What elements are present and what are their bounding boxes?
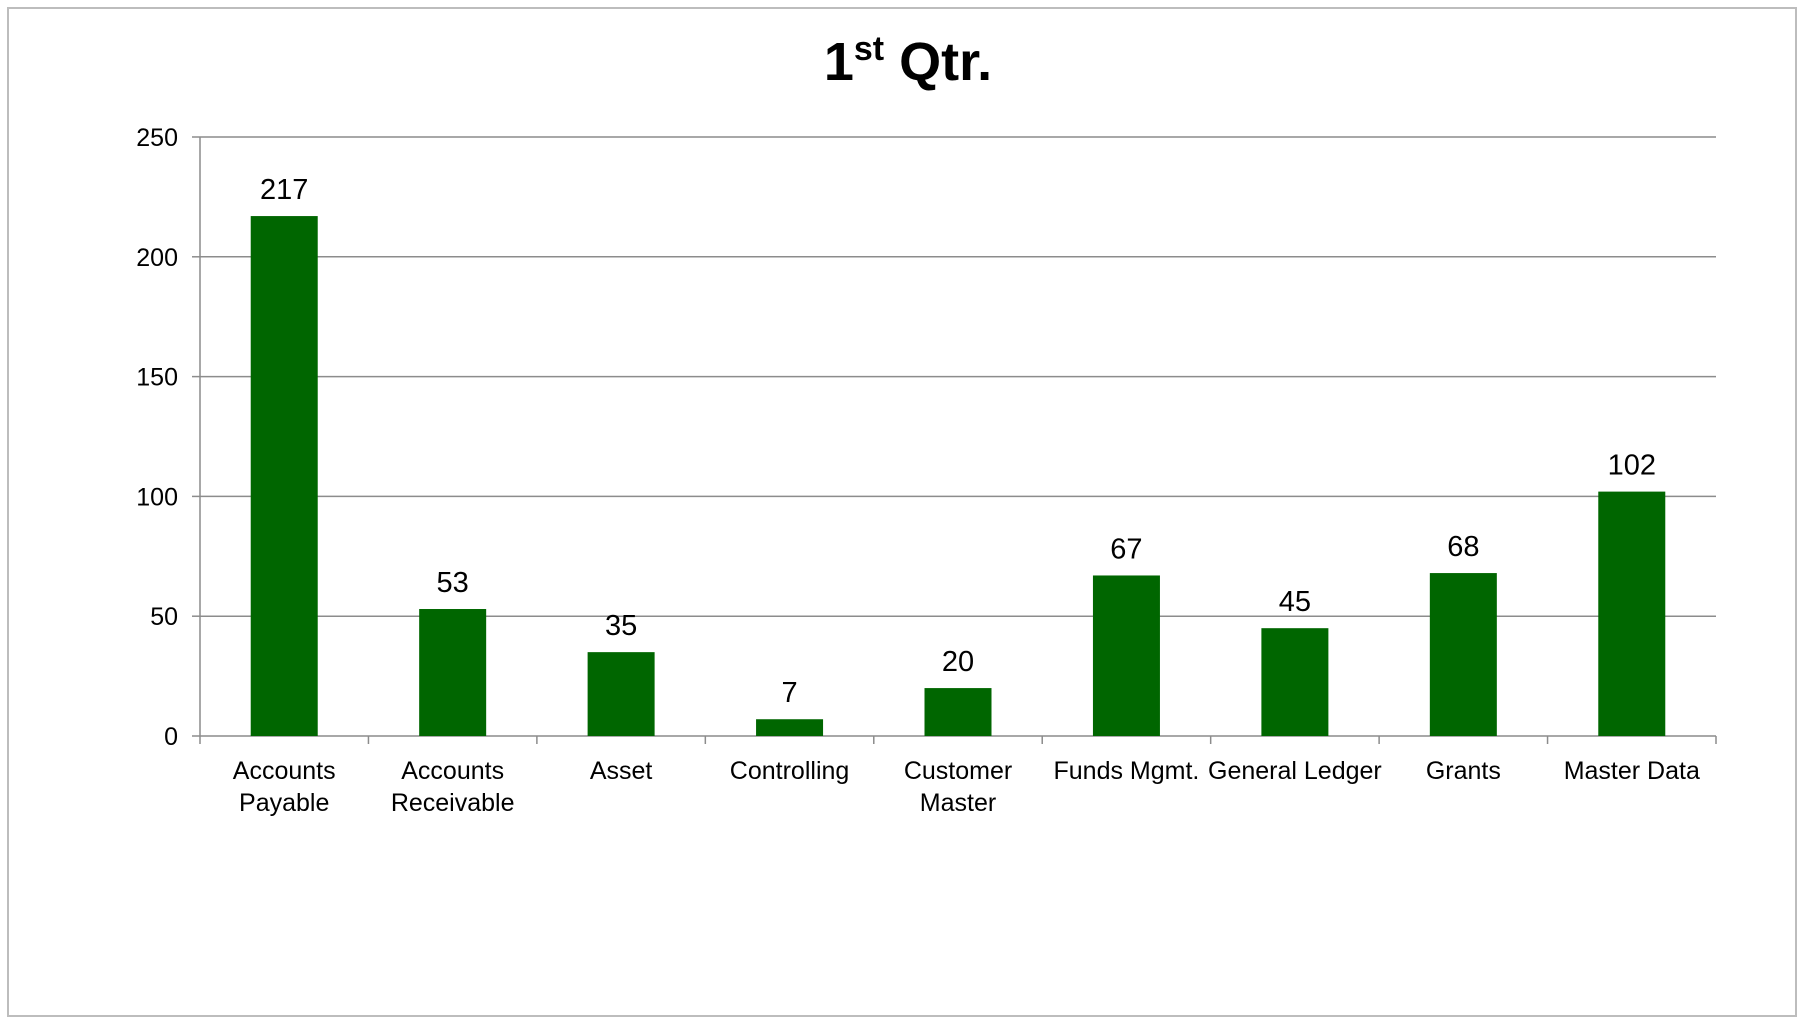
data-label: 67 (1110, 533, 1142, 565)
data-label: 68 (1447, 531, 1479, 563)
x-category-label-line: Master Data (1564, 757, 1700, 785)
bar (1092, 575, 1160, 736)
x-category-label-line: Accounts (401, 757, 504, 785)
gridlines (200, 136, 1716, 617)
x-category-label-line: Accounts (233, 757, 336, 785)
y-tick-label: 50 (150, 603, 178, 631)
x-category-label: Funds Mgmt. (1054, 757, 1200, 785)
x-category-label-line: Customer (904, 757, 1012, 785)
data-label: 102 (1608, 450, 1656, 482)
x-category-label: Accounts Payable (233, 757, 336, 817)
data-label: 53 (437, 567, 469, 599)
y-tick-label: 100 (136, 483, 178, 511)
x-category-label-line: Controlling (730, 757, 850, 785)
x-category-label: Accounts Receivable (391, 757, 515, 817)
bar (756, 719, 824, 736)
chart-title-superscript: st (854, 30, 884, 68)
data-label: 20 (942, 646, 974, 678)
y-tick-label: 200 (136, 244, 178, 272)
x-category-label: General Ledger (1208, 757, 1382, 785)
chart-title: 1st Qtr. (824, 30, 992, 92)
x-category-label-line: Grants (1426, 757, 1501, 785)
y-tick-label: 150 (136, 364, 178, 392)
x-category-label-line: Payable (239, 789, 329, 817)
bar (587, 652, 655, 736)
bar (419, 609, 487, 736)
data-label: 217 (260, 174, 308, 206)
bar (1598, 491, 1666, 736)
chart-title-main: 1 (824, 32, 854, 92)
chart-title-suffix: Qtr. (884, 32, 992, 92)
bar (924, 688, 992, 736)
y-tick-label: 0 (164, 723, 178, 751)
data-label: 45 (1279, 586, 1311, 618)
data-label: 7 (781, 677, 797, 709)
x-category-label-line: Funds Mgmt. (1054, 757, 1200, 785)
x-category-label: Grants (1426, 757, 1501, 785)
x-category-label: Customer Master (904, 757, 1012, 817)
data-label: 35 (605, 610, 637, 642)
bar (1429, 573, 1497, 736)
x-category-label: Master Data (1564, 757, 1700, 785)
x-category-label-line: General Ledger (1208, 757, 1382, 785)
x-category-label-line: Receivable (391, 789, 515, 817)
x-category-label-line: Master (920, 789, 996, 817)
x-category-label-line: Asset (590, 757, 653, 785)
y-tick-label: 250 (136, 124, 178, 152)
bar (250, 216, 318, 736)
bar (1261, 628, 1329, 736)
bars (250, 216, 1666, 736)
x-category-label: Asset (590, 757, 653, 785)
x-category-label: Controlling (730, 757, 850, 785)
labels: 0 50 100 150 200 250 217 Accounts Payable 53 Accou… (136, 124, 1700, 817)
